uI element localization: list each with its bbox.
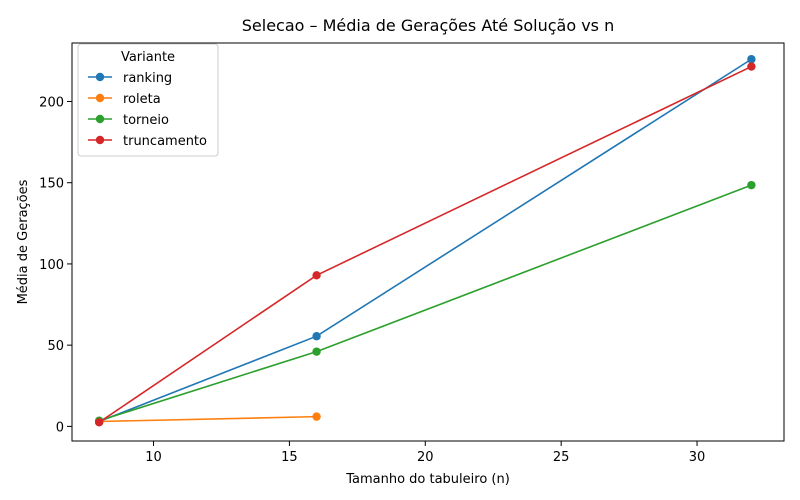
data-point-ranking: [312, 332, 321, 341]
legend-marker-truncamento: [95, 135, 105, 145]
legend-title: Variante: [121, 50, 175, 65]
data-point-roleta: [312, 412, 321, 421]
series-line-roleta: [99, 415, 317, 423]
legend-label-ranking: ranking: [123, 71, 172, 86]
x-tick-label: 15: [281, 450, 298, 465]
data-point-ranking: [747, 55, 756, 64]
x-tick-label: 30: [689, 450, 706, 465]
x-tick-label: 20: [417, 450, 434, 465]
y-tick-label: 100: [39, 258, 64, 273]
y-axis-label: Média de Gerações: [16, 179, 31, 304]
y-axis: 0 50 100 150 200: [39, 95, 72, 435]
legend-label-roleta: roleta: [123, 92, 161, 107]
legend-marker-roleta: [95, 93, 105, 103]
x-tick-label: 25: [553, 450, 570, 465]
series-layer: [94, 55, 756, 427]
x-tick-label: 10: [145, 450, 162, 465]
data-point-torneio: [747, 180, 756, 190]
data-point-truncamento: [312, 271, 321, 280]
data-point-truncamento: [94, 418, 104, 427]
legend-box: [77, 43, 219, 157]
legend-label-torneio: torneio: [123, 113, 169, 128]
plot-frame: [71, 42, 785, 442]
x-axis: 10 15 20 25 30: [145, 441, 705, 465]
y-tick-label: 0: [56, 420, 64, 435]
data-point-truncamento: [747, 62, 756, 71]
y-tick-label: 50: [47, 339, 64, 354]
data-point-torneio: [312, 347, 321, 356]
legend-label-truncamento: truncamento: [123, 134, 207, 149]
series-line-torneio: [98, 184, 752, 422]
legend-marker-torneio: [95, 114, 105, 124]
chart-title: Selecao – Média de Gerações Até Solução …: [242, 16, 614, 35]
legend-marker-ranking: [95, 72, 105, 82]
x-axis-label: Tamanho do tabuleiro (n): [345, 472, 510, 487]
legend: Variante ranking roleta torneio truncamento: [77, 43, 219, 157]
y-tick-label: 150: [39, 177, 64, 192]
y-tick-label: 200: [39, 95, 64, 110]
